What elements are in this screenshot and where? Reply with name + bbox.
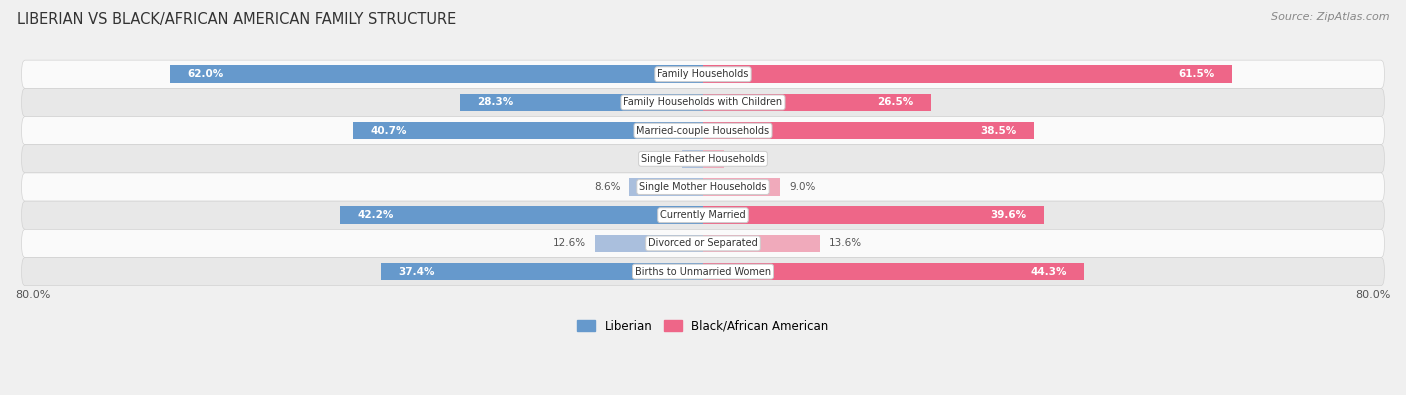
FancyBboxPatch shape	[21, 173, 1385, 201]
Bar	[682, 150, 703, 167]
Text: Source: ZipAtlas.com: Source: ZipAtlas.com	[1271, 12, 1389, 22]
Bar	[703, 178, 780, 196]
FancyBboxPatch shape	[21, 201, 1385, 229]
FancyBboxPatch shape	[21, 60, 1385, 88]
FancyBboxPatch shape	[21, 88, 1385, 117]
Legend: Liberian, Black/African American: Liberian, Black/African American	[572, 315, 834, 338]
Text: 44.3%: 44.3%	[1031, 267, 1067, 276]
Text: 8.6%: 8.6%	[593, 182, 620, 192]
Bar	[595, 235, 703, 252]
FancyBboxPatch shape	[21, 258, 1385, 286]
Bar	[353, 122, 703, 139]
Text: 37.4%: 37.4%	[398, 267, 434, 276]
Text: 61.5%: 61.5%	[1178, 69, 1215, 79]
FancyBboxPatch shape	[21, 229, 1385, 258]
Text: 28.3%: 28.3%	[477, 98, 513, 107]
Text: 2.4%: 2.4%	[733, 154, 759, 164]
Bar	[703, 235, 820, 252]
Bar	[460, 94, 703, 111]
Text: 2.5%: 2.5%	[647, 154, 673, 164]
Text: 38.5%: 38.5%	[980, 126, 1017, 135]
Text: Divorced or Separated: Divorced or Separated	[648, 239, 758, 248]
Text: Currently Married: Currently Married	[661, 210, 745, 220]
Text: LIBERIAN VS BLACK/AFRICAN AMERICAN FAMILY STRUCTURE: LIBERIAN VS BLACK/AFRICAN AMERICAN FAMIL…	[17, 12, 456, 27]
Text: 12.6%: 12.6%	[553, 239, 586, 248]
Text: Family Households with Children: Family Households with Children	[623, 98, 783, 107]
Bar	[703, 122, 1033, 139]
Bar	[340, 207, 703, 224]
Text: 13.6%: 13.6%	[828, 239, 862, 248]
Text: Births to Unmarried Women: Births to Unmarried Women	[636, 267, 770, 276]
Bar	[381, 263, 703, 280]
FancyBboxPatch shape	[21, 145, 1385, 173]
Text: 9.0%: 9.0%	[789, 182, 815, 192]
Text: 80.0%: 80.0%	[1355, 290, 1391, 300]
Text: 42.2%: 42.2%	[357, 210, 394, 220]
Text: 62.0%: 62.0%	[187, 69, 224, 79]
Text: 40.7%: 40.7%	[370, 126, 406, 135]
Text: Married-couple Households: Married-couple Households	[637, 126, 769, 135]
Bar	[703, 94, 931, 111]
Bar	[703, 150, 724, 167]
Bar	[628, 178, 703, 196]
Text: 26.5%: 26.5%	[877, 98, 914, 107]
Text: Single Father Households: Single Father Households	[641, 154, 765, 164]
Text: 39.6%: 39.6%	[990, 210, 1026, 220]
Bar	[703, 207, 1043, 224]
Bar	[703, 263, 1084, 280]
Text: Family Households: Family Households	[658, 69, 748, 79]
FancyBboxPatch shape	[21, 117, 1385, 145]
Bar	[170, 66, 703, 83]
Bar	[703, 66, 1232, 83]
Text: Single Mother Households: Single Mother Households	[640, 182, 766, 192]
Text: 80.0%: 80.0%	[15, 290, 51, 300]
